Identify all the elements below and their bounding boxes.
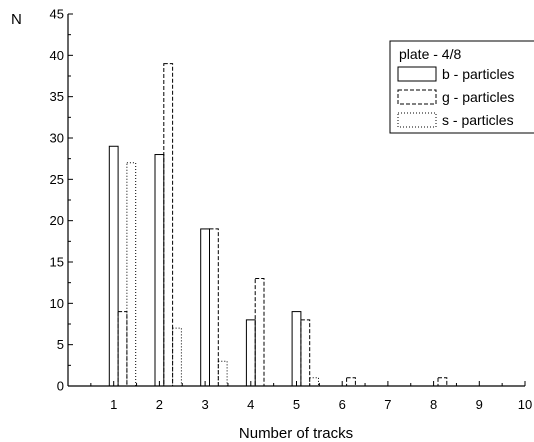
y-tick-label: 35 [50, 89, 64, 104]
bar-g-particles-8 [437, 377, 448, 387]
legend-frame [389, 40, 534, 134]
x-tick-label: 4 [247, 397, 254, 412]
y-axis-title: N [11, 11, 22, 28]
bar-b-particles-2 [154, 154, 165, 387]
bar-b-particles-3 [200, 228, 210, 387]
x-axis-title: Number of tracks [239, 425, 353, 442]
x-tick-label: 8 [430, 397, 437, 412]
bar-s-particles-5 [309, 377, 320, 387]
bar-s-particles-1 [126, 162, 137, 387]
y-tick-label: 15 [50, 255, 64, 270]
legend-title: plate - 4/8 [399, 46, 461, 62]
x-tick-label: 5 [293, 397, 300, 412]
x-tick-label: 6 [339, 397, 346, 412]
legend: plate - 4/8 b - particles g - particles s … [389, 40, 534, 134]
y-tick-label: 5 [57, 337, 64, 352]
bar-g-particles-6 [346, 377, 356, 387]
x-tick-label: 2 [156, 397, 163, 412]
legend-swatch-g-particles [397, 89, 437, 105]
y-tick-label: 0 [57, 379, 64, 394]
x-tick-label: 3 [201, 397, 208, 412]
bar-g-particles-3 [209, 228, 219, 387]
y-tick-label: 25 [50, 172, 64, 187]
x-tick-label: 10 [518, 397, 532, 412]
y-tick-label: 10 [50, 296, 64, 311]
bar-b-particles-5 [291, 311, 302, 387]
y-tick-label: 40 [50, 48, 64, 63]
legend-label-s-particles: s - particles [442, 112, 514, 128]
legend-items: b - particles g - particles s - particles [397, 66, 514, 128]
bar-b-particles-4 [245, 319, 256, 387]
x-tick-label: 7 [384, 397, 391, 412]
bar-g-particles-1 [117, 311, 128, 387]
bar-g-particles-2 [163, 63, 174, 387]
bar-g-particles-4 [254, 278, 265, 387]
legend-label-b-particles: b - particles [442, 66, 514, 82]
x-tick-label: 1 [110, 397, 117, 412]
y-tick-label: 30 [50, 131, 64, 146]
bar-g-particles-5 [300, 319, 311, 387]
y-tick-label: 45 [50, 7, 64, 22]
bar-s-particles-3 [217, 360, 228, 387]
x-tick-label: 9 [476, 397, 483, 412]
legend-swatch-s-particles [397, 112, 437, 128]
bar-s-particles-2 [172, 327, 182, 387]
bar-b-particles-1 [108, 145, 119, 387]
y-tick-label: 20 [50, 213, 64, 228]
legend-swatch-b-particles [397, 66, 437, 82]
legend-label-g-particles: g - particles [442, 89, 514, 105]
